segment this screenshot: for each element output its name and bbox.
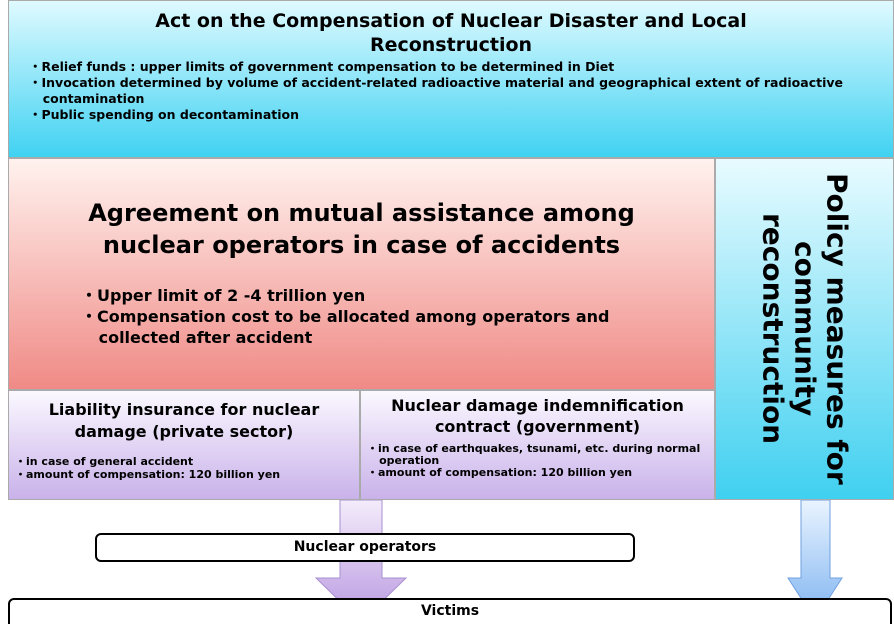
bullet: ・Compensation cost to be allocated among…	[81, 307, 610, 347]
insurance-title: Liability insurance for nuclear damage (…	[48, 400, 320, 441]
bullet: ・in case of earthquakes, tsunami, etc. d…	[367, 442, 701, 467]
bullet: ・amount of compensation: 120 billion yen	[15, 468, 281, 481]
victims-box: Victims	[8, 598, 892, 624]
act-title: Act on the Compensation of Nuclear Disas…	[155, 10, 747, 56]
bullet: ・in case of general accident	[15, 455, 194, 468]
act-box: Act on the Compensation of Nuclear Disas…	[8, 0, 894, 158]
insurance-box: Liability insurance for nuclear damage (…	[8, 390, 360, 500]
agreement-title: Agreement on mutual assistance among nuc…	[88, 199, 635, 259]
bullet: ・Relief funds : upper limits of governme…	[29, 59, 615, 74]
policy-box: Policy measures for community reconstruc…	[715, 158, 894, 500]
policy-title: Policy measures for community reconstruc…	[756, 173, 854, 485]
bullet: ・amount of compensation: 120 billion yen	[367, 466, 633, 479]
bullet: ・Upper limit of 2 -4 trillion yen	[81, 286, 366, 305]
agreement-bullets: ・Upper limit of 2 -4 trillion yen ・Compe…	[81, 285, 674, 348]
operators-box: Nuclear operators	[95, 533, 635, 562]
bullet: ・Public spending on decontamination	[29, 107, 299, 122]
contract-bullets: ・in case of earthquakes, tsunami, etc. d…	[367, 443, 708, 479]
contract-title: Nuclear damage indemnification contract …	[391, 396, 684, 436]
insurance-bullets: ・in case of general accident ・amount of …	[15, 455, 353, 481]
act-bullets: ・Relief funds : upper limits of governme…	[29, 59, 873, 123]
bullet: ・Invocation determined by volume of acci…	[29, 75, 843, 106]
agreement-box: Agreement on mutual assistance among nuc…	[8, 158, 715, 390]
contract-box: Nuclear damage indemnification contract …	[360, 390, 715, 500]
